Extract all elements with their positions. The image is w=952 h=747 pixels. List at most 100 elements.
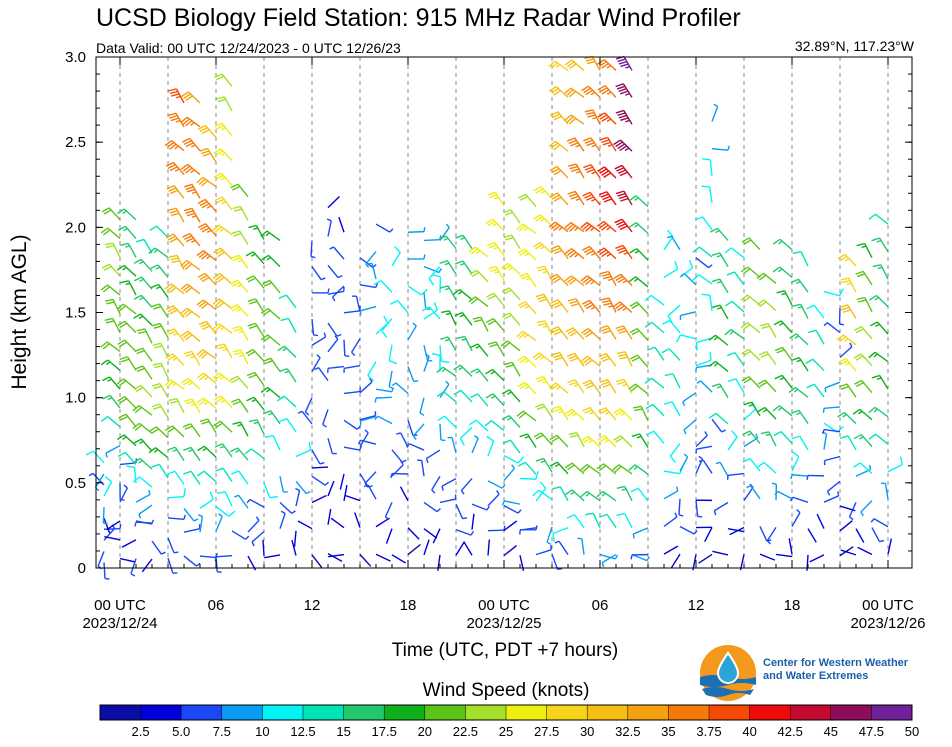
- wind-barb: [245, 348, 265, 362]
- wind-barb: [343, 306, 361, 314]
- y-axis: 0 0.5 1.0 1.5 2.0 2.5 3.0: [65, 49, 912, 577]
- colorbar-swatch: [100, 705, 142, 720]
- logo-text-line1: Center for Western Weather: [763, 657, 909, 669]
- wind-barb: [116, 208, 137, 221]
- wind-barb: [167, 537, 179, 554]
- wind-barb: [502, 312, 521, 326]
- wind-barb: [663, 486, 679, 500]
- wind-barb: [167, 557, 178, 574]
- wind-barb: [695, 431, 708, 448]
- wind-barb: [856, 242, 873, 259]
- wind-barb: [132, 422, 153, 434]
- wind-barb: [501, 389, 521, 403]
- wind-barb: [598, 191, 617, 206]
- wind-barb: [712, 550, 729, 556]
- wind-barb: [791, 409, 809, 424]
- wind-barb: [215, 505, 236, 517]
- wind-barb: [823, 455, 841, 466]
- wind-barb: [741, 237, 761, 251]
- wind-barb: [760, 322, 777, 338]
- wind-barb: [868, 433, 889, 445]
- wind-barb: [183, 507, 199, 522]
- wind-barb: [166, 185, 185, 199]
- wind-barb: [425, 449, 441, 464]
- wind-barb: [680, 273, 697, 286]
- wind-barb: [102, 507, 108, 525]
- wind-barb: [230, 447, 249, 461]
- wind-barb: [789, 333, 809, 346]
- wind-barb: [776, 290, 793, 306]
- wind-barb: [212, 372, 233, 384]
- wind-barb: [661, 348, 681, 361]
- wind-barb: [375, 517, 390, 528]
- wind-barb: [97, 551, 105, 570]
- wind-barb: [503, 545, 518, 557]
- wind-barb: [279, 510, 286, 529]
- colorbar-label: 42.5: [778, 724, 803, 739]
- wind-barb: [423, 302, 438, 320]
- wind-barb: [487, 480, 506, 489]
- y-tick-label: 0.5: [65, 475, 86, 492]
- wind-barb: [740, 266, 761, 278]
- wind-barb: [615, 325, 633, 340]
- wind-barb: [417, 459, 425, 477]
- wind-barb: [645, 430, 665, 444]
- wind-barb: [853, 326, 873, 340]
- wind-barb: [260, 230, 281, 242]
- wind-barb: [612, 464, 633, 475]
- wind-barb: [549, 165, 569, 179]
- wind-barb: [165, 305, 185, 319]
- wind-barb: [870, 518, 889, 528]
- wind-barb: [692, 274, 713, 285]
- wind-barb: [600, 297, 617, 313]
- wind-barb: [596, 463, 617, 475]
- colorbar-label: 20: [418, 724, 432, 739]
- wind-barb: [701, 293, 713, 312]
- colorbar-title: Wind Speed (knots): [422, 680, 590, 701]
- wind-barb: [293, 530, 297, 547]
- wind-barb: [869, 321, 889, 335]
- wind-barb: [230, 279, 249, 293]
- wind-barb: [407, 285, 428, 296]
- wind-barb: [756, 272, 777, 285]
- time-grid-lines: [119, 57, 889, 568]
- wind-barb: [519, 433, 537, 448]
- wind-barb: [724, 247, 745, 259]
- wind-barb: [149, 225, 169, 238]
- wind-barb: [455, 503, 468, 520]
- wind-barb: [601, 553, 617, 568]
- wind-barb: [197, 223, 217, 237]
- wind-barb: [141, 558, 153, 573]
- wind-barb: [423, 539, 430, 556]
- wind-barb: [695, 445, 713, 454]
- wind-barb: [343, 419, 361, 430]
- wind-barb: [212, 224, 233, 236]
- colorbar-swatch: [871, 705, 913, 720]
- wind-barb: [698, 459, 713, 474]
- wind-barb: [517, 461, 537, 475]
- wind-barb: [871, 237, 889, 252]
- x-tick-label: 18: [400, 597, 417, 614]
- wind-barb: [663, 401, 681, 417]
- wind-barb: [196, 249, 217, 262]
- wind-barb: [742, 430, 761, 444]
- wind-barb: [698, 553, 713, 564]
- wind-barb: [564, 221, 585, 233]
- colorbar-swatch: [181, 705, 223, 720]
- wind-barb: [533, 214, 553, 227]
- colorbar-label: 17.5: [372, 724, 397, 739]
- wind-barb: [533, 186, 553, 199]
- wind-barb: [183, 183, 201, 199]
- wind-barb: [503, 520, 518, 532]
- wind-barb: [297, 410, 313, 425]
- wind-barb: [487, 191, 505, 207]
- wind-barb: [597, 166, 617, 179]
- wind-barb: [792, 250, 809, 267]
- wind-barb: [133, 438, 153, 452]
- wind-barb: [232, 421, 249, 437]
- wind-barb: [391, 246, 401, 267]
- wind-barb: [439, 260, 457, 275]
- wind-barb: [390, 472, 409, 479]
- wind-barb: [101, 376, 121, 390]
- wind-barb: [644, 321, 665, 334]
